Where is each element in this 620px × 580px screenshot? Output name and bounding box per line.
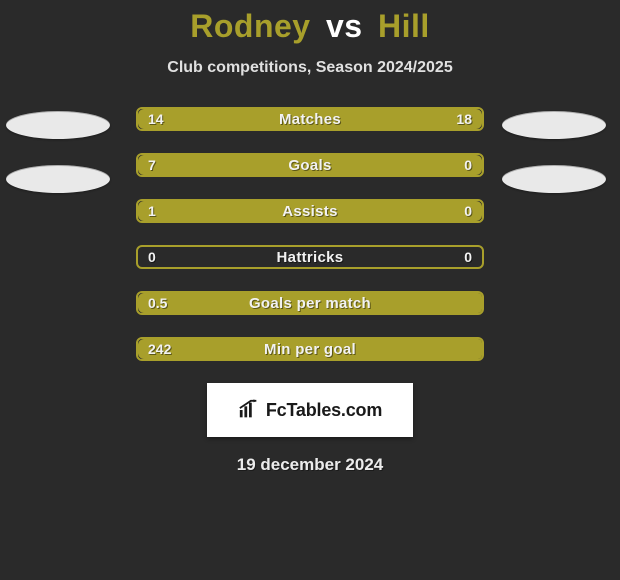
stats-area: Matches1418 Goals70 Assists10 Hattricks0 0 Go… <box>0 107 620 361</box>
chart-icon <box>238 399 260 421</box>
bar-segment-left <box>138 201 398 221</box>
subtitle: Club competitions, Season 2024/2025 <box>0 59 620 77</box>
bar-segment-left <box>138 293 482 313</box>
player1-name: Rodney <box>190 8 310 44</box>
title-vs: vs <box>326 8 363 44</box>
player2-country-badge <box>502 165 606 193</box>
player2-club-badge <box>502 111 606 139</box>
bar-segment-left <box>138 155 398 175</box>
stat-bar: Assists10 <box>136 199 484 223</box>
stat-bar: Matches1418 <box>136 107 484 131</box>
source-logo: FcTables.com <box>207 383 413 437</box>
player2-name: Hill <box>378 8 430 44</box>
bar-segment-right <box>398 201 482 221</box>
stat-bar: Min per goal242 <box>136 337 484 361</box>
bar-value-right: 0 <box>464 247 472 267</box>
stat-bar: Hattricks0 0 <box>136 245 484 269</box>
bar-segment-left <box>138 109 289 129</box>
source-logo-text: FcTables.com <box>266 400 382 421</box>
player2-badges <box>502 107 614 193</box>
player1-country-badge <box>6 165 110 193</box>
stat-bar: Goals70 <box>136 153 484 177</box>
stat-bars: Matches1418 Goals70 Assists10 Hattricks0 0 Go… <box>136 107 484 361</box>
bar-segment-right <box>289 109 483 129</box>
player1-badges <box>6 107 118 193</box>
date: 19 december 2024 <box>0 455 620 475</box>
bar-segment-left <box>138 339 482 359</box>
stat-bar: Goals per match0.5 <box>136 291 484 315</box>
bar-segment-right <box>398 155 482 175</box>
bar-value-left: 0 <box>148 247 156 267</box>
bar-label: Hattricks <box>138 247 482 267</box>
comparison-card: Rodney vs Hill Club competitions, Season… <box>0 0 620 475</box>
title: Rodney vs Hill <box>0 8 620 45</box>
player1-club-badge <box>6 111 110 139</box>
